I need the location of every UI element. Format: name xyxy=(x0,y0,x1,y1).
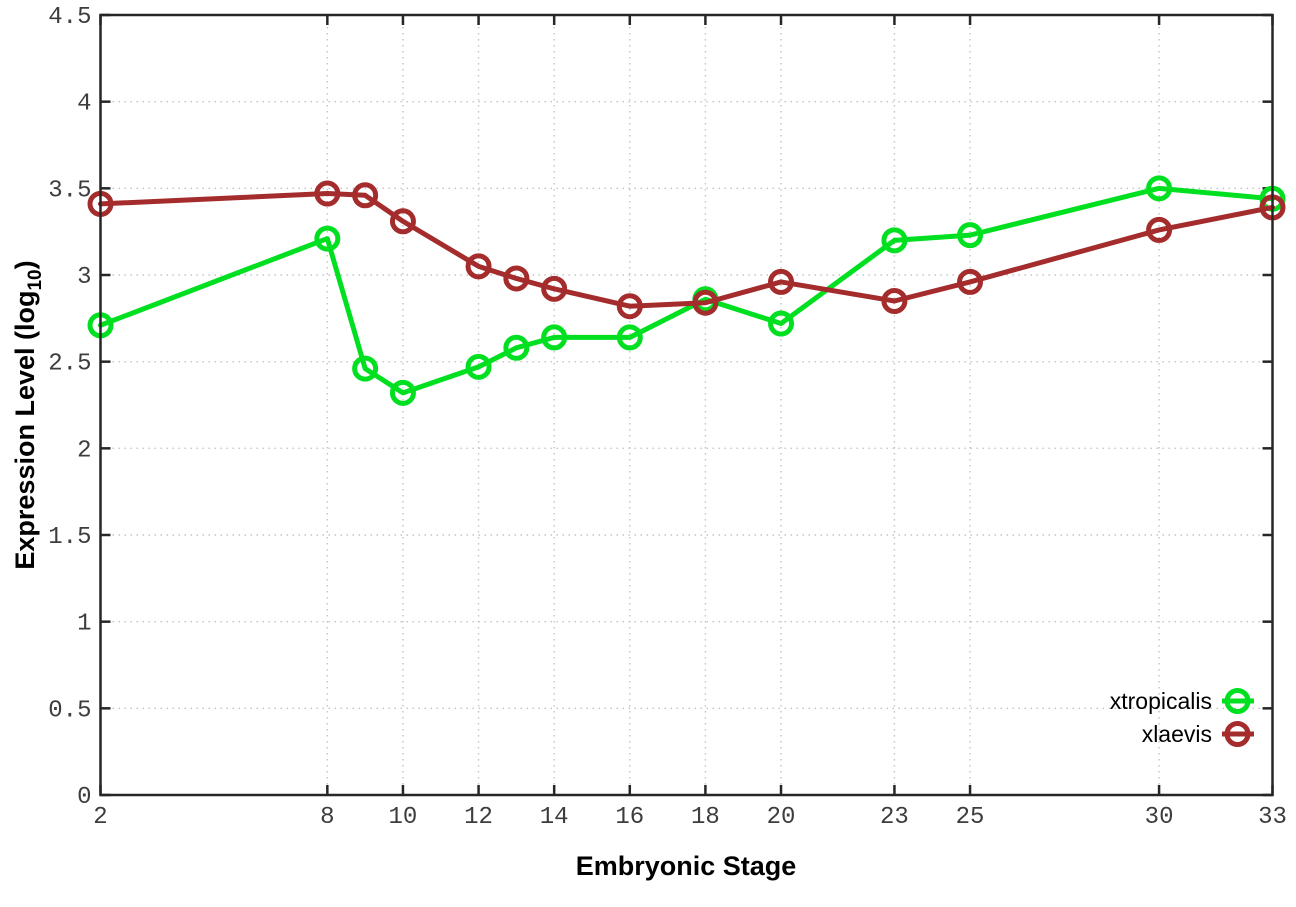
x-tick-label: 23 xyxy=(880,804,909,831)
x-tick-label: 25 xyxy=(956,804,985,831)
legend-item-xlaevis: xlaevis xyxy=(1142,721,1254,747)
data-point-xtropicalis xyxy=(389,379,416,406)
data-point-xtropicalis xyxy=(1146,175,1173,202)
y-tick-label: 4 xyxy=(77,91,91,118)
data-point-xtropicalis xyxy=(957,222,984,249)
y-tick-label: 1 xyxy=(77,611,91,638)
x-tick-label: 8 xyxy=(320,804,334,831)
x-tick-labels: 2 8 10 12 14 16 18 20 23 25 30 33 xyxy=(93,804,1287,831)
gridlines xyxy=(100,15,1273,795)
data-point-xtropicalis xyxy=(881,227,908,254)
data-point-xtropicalis xyxy=(352,355,379,382)
x-tick-label: 30 xyxy=(1145,804,1174,831)
y-tick-labels: 0 0.5 1 1.5 2 2.5 3 3.5 4 4.5 xyxy=(48,4,91,811)
legend-label-xtropicalis: xtropicalis xyxy=(1110,688,1212,714)
svg-text:Expression Level (log10): Expression Level (log10) xyxy=(10,260,46,569)
y-tick-label: 2.5 xyxy=(48,351,91,378)
data-point-xlaevis xyxy=(1146,216,1173,243)
x-tick-label: 14 xyxy=(540,804,569,831)
data-point-xlaevis xyxy=(692,289,719,316)
data-point-xtropicalis xyxy=(314,225,341,252)
series-line-xlaevis xyxy=(98,191,1275,309)
legend-marker-xtropicalis xyxy=(1224,688,1251,714)
data-point-xlaevis xyxy=(881,288,908,314)
x-tick-label: 10 xyxy=(389,804,418,831)
data-point-xtropicalis xyxy=(503,334,530,361)
data-point-xtropicalis xyxy=(465,353,492,380)
legend-marker-xlaevis xyxy=(1224,721,1251,747)
x-tick-label: 2 xyxy=(93,804,107,831)
data-point-xlaevis xyxy=(314,180,341,207)
y-tick-label: 3.5 xyxy=(48,177,91,204)
x-tick-label: 12 xyxy=(464,804,493,831)
legend-label-xlaevis: xlaevis xyxy=(1142,721,1212,747)
y-tick-label: 4.5 xyxy=(48,4,91,31)
data-point-xlaevis xyxy=(352,182,379,209)
legend: xtropicalis xlaevis xyxy=(1110,688,1254,747)
data-point-xlaevis xyxy=(389,208,416,235)
data-point-xtropicalis xyxy=(541,324,568,351)
x-tick-label: 20 xyxy=(767,804,796,831)
y-axis-title: Expression Level (log10) xyxy=(10,260,46,569)
y-tick-label: 0.5 xyxy=(48,697,91,724)
x-tick-label: 18 xyxy=(691,804,720,831)
plot-border xyxy=(99,13,1274,797)
data-series xyxy=(87,175,1286,406)
y-tick-label: 1.5 xyxy=(48,524,91,551)
data-point-xlaevis xyxy=(541,275,568,302)
x-tick-label: 33 xyxy=(1258,804,1287,831)
data-point-xlaevis xyxy=(957,268,984,295)
data-point-xtropicalis xyxy=(768,310,795,337)
y-tick-label: 3 xyxy=(77,264,91,291)
x-tick-label: 16 xyxy=(615,804,644,831)
y-tick-label: 0 xyxy=(77,784,91,811)
data-point-xtropicalis xyxy=(616,324,643,351)
data-point-xlaevis xyxy=(616,293,643,320)
axis-ticks xyxy=(99,13,1274,797)
y-tick-label: 2 xyxy=(77,437,91,464)
data-point-xlaevis xyxy=(768,268,795,295)
data-point-xlaevis xyxy=(465,253,492,280)
x-axis-title: Embryonic Stage xyxy=(576,851,797,881)
legend-item-xtropicalis: xtropicalis xyxy=(1110,688,1254,714)
data-point-xlaevis xyxy=(503,265,530,292)
